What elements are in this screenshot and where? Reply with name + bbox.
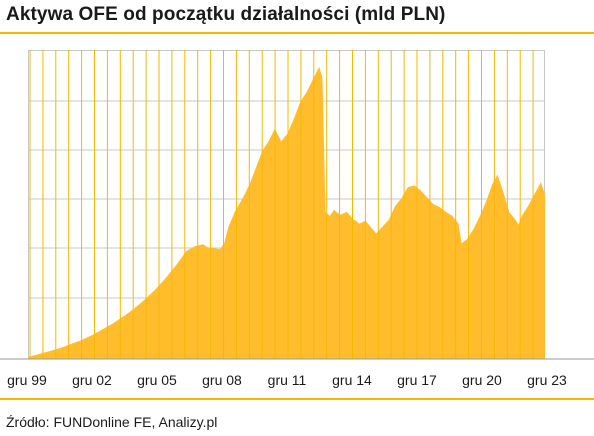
x-tick-label: gru 17 [397,372,437,388]
x-tick-label: gru 05 [137,372,177,388]
source-note: Źródło: FUNDonline FE, Analizy.pl [6,414,218,430]
x-tick-label: gru 11 [268,372,307,388]
x-tick-label: gru 02 [72,372,112,388]
series-area [28,66,545,359]
x-tick-label: gru 23 [527,372,567,388]
footer-divider [0,398,594,400]
x-tick-label: gru 99 [7,372,47,388]
x-tick-label: gru 20 [462,372,502,388]
title-underline [0,32,594,34]
area-chart: gru 99 gru 02 gru 05 gru 08 gru 11 gru 14 gru … [0,50,594,388]
x-tick-label: gru 08 [202,372,242,388]
x-tick-label: gru 14 [332,372,372,388]
chart-title: Aktywa OFE od początku działalności (mld… [6,4,446,25]
